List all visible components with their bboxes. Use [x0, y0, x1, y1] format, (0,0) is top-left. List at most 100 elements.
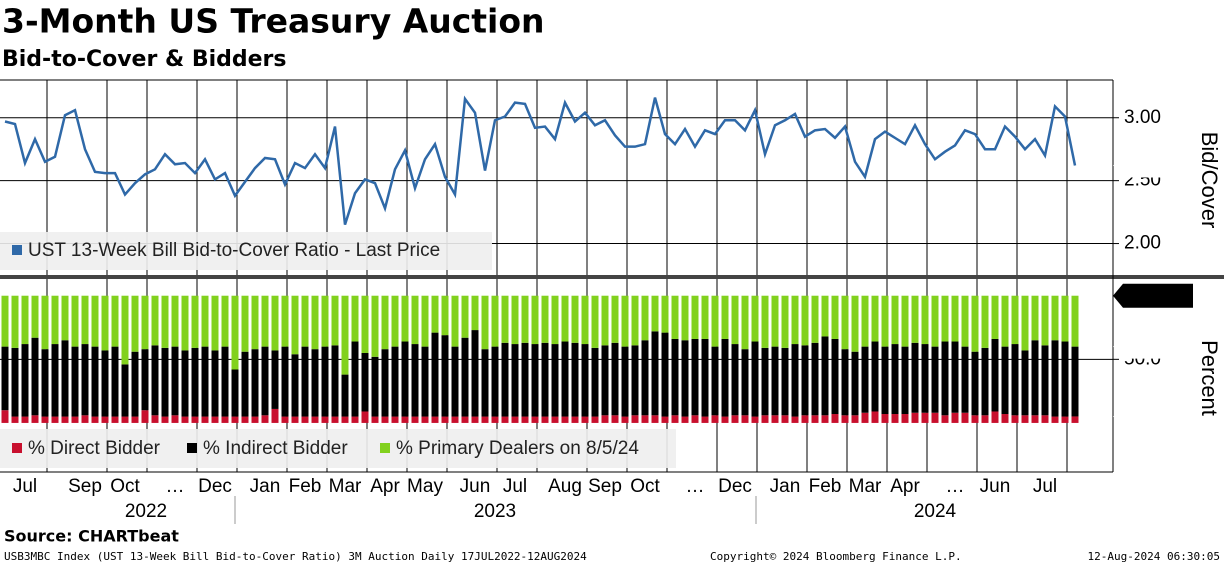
bar-segment [411, 295, 419, 345]
bar-segment [661, 295, 669, 333]
bar-segment [951, 341, 959, 413]
bar-segment [121, 295, 129, 365]
bar-segment [451, 416, 459, 423]
y-tick-label: 3.00 [1124, 107, 1161, 128]
legend-swatch [12, 443, 22, 453]
legend-label: UST 13-Week Bill Bid-to-Cover Ratio - La… [28, 240, 440, 261]
x-tick-label: Jan [250, 476, 281, 497]
bar-segment [561, 416, 569, 423]
bar-segment [981, 347, 989, 416]
bar-segment [171, 415, 179, 423]
bar-segment [781, 347, 789, 416]
bar-segment [531, 344, 539, 417]
bar-segment [301, 295, 309, 347]
bar-segment [61, 295, 69, 341]
bar-segment [71, 295, 79, 347]
bar-segment [81, 295, 89, 345]
bar-segment [821, 415, 829, 423]
bar-segment [221, 295, 229, 347]
bar-segment [851, 351, 859, 416]
bar-segment [941, 295, 949, 342]
x-tick-label: Oct [110, 476, 140, 497]
bar-segment [961, 295, 969, 347]
bar-segment [801, 415, 809, 423]
bar-segment [661, 332, 669, 417]
bar-segment [501, 295, 509, 343]
x-tick-label: Mar [329, 476, 362, 497]
bar-segment [171, 346, 179, 416]
bar-segment [281, 346, 289, 417]
bar-segment [811, 295, 819, 343]
bar-segment [1, 346, 9, 411]
bar-segment [331, 345, 339, 417]
bar-segment [901, 346, 909, 415]
x-tick-label: Jun [980, 476, 1011, 497]
bar-segment [1, 295, 9, 347]
bar-segment [441, 295, 449, 336]
bar-segment [631, 345, 639, 416]
bar-segment [401, 341, 409, 417]
bar-segment [941, 341, 949, 416]
bar-segment [41, 349, 49, 417]
bar-segment [871, 295, 879, 342]
x-tick-label: Oct [630, 476, 660, 497]
bar-segment [11, 347, 19, 417]
bar-segment [901, 295, 909, 347]
bar-segment [771, 415, 779, 423]
bar-segment [311, 295, 319, 350]
last-value-label-box [1113, 283, 1193, 308]
bar-segment [11, 416, 19, 423]
source: Source: CHARTbeat [4, 527, 179, 546]
bar-segment [761, 415, 769, 423]
bar-segment [671, 415, 679, 423]
bar-segment [891, 295, 899, 345]
bar-segment [581, 295, 589, 345]
bar-segment [781, 295, 789, 348]
bar-segment [191, 416, 199, 423]
bar-segment [321, 295, 329, 347]
bar-segment [691, 295, 699, 339]
legend-box [0, 429, 676, 468]
bar-segment [651, 331, 659, 416]
bar-segment [831, 338, 839, 415]
bar-segment [581, 344, 589, 417]
bar-segment [971, 415, 979, 423]
bar-segment [431, 416, 439, 423]
bar-segment [591, 416, 599, 423]
bar-segment [131, 295, 139, 352]
bar-segment [701, 338, 709, 417]
bar-segment [481, 349, 489, 417]
bar-segment [491, 295, 499, 347]
bar-segment [711, 346, 719, 416]
bar-segment [1001, 346, 1009, 415]
bar-segment [301, 416, 309, 423]
bar-segment [651, 415, 659, 423]
bar-segment [991, 411, 999, 423]
footer-right: 12-Aug-2024 06:30:05 [1088, 550, 1220, 563]
bar-segment [551, 344, 559, 417]
bar-segment [211, 295, 219, 351]
bar-segment [1071, 416, 1079, 423]
bar-segment [571, 416, 579, 423]
bar-segment [791, 416, 799, 423]
bar-segment [1031, 340, 1039, 416]
bar-segment [751, 295, 759, 342]
bar-segment [1021, 415, 1029, 423]
bar-segment [1051, 416, 1059, 423]
bar-segment [561, 295, 569, 342]
bar-segment [241, 416, 249, 423]
bar-segment [511, 416, 519, 423]
y-axis-title: Percent [1197, 340, 1222, 416]
bar-segment [881, 295, 889, 347]
bar-segment [71, 416, 79, 423]
x-tick-label: Jun [460, 476, 491, 497]
bar-segment [721, 295, 729, 339]
bar-segment [241, 295, 249, 352]
bar-segment [1011, 295, 1019, 345]
year-label: 2024 [914, 501, 957, 522]
bar-segment [231, 295, 239, 370]
bar-segment [571, 295, 579, 343]
bar-segment [81, 344, 89, 416]
bar-segment [121, 364, 129, 417]
bar-segment [111, 346, 119, 417]
